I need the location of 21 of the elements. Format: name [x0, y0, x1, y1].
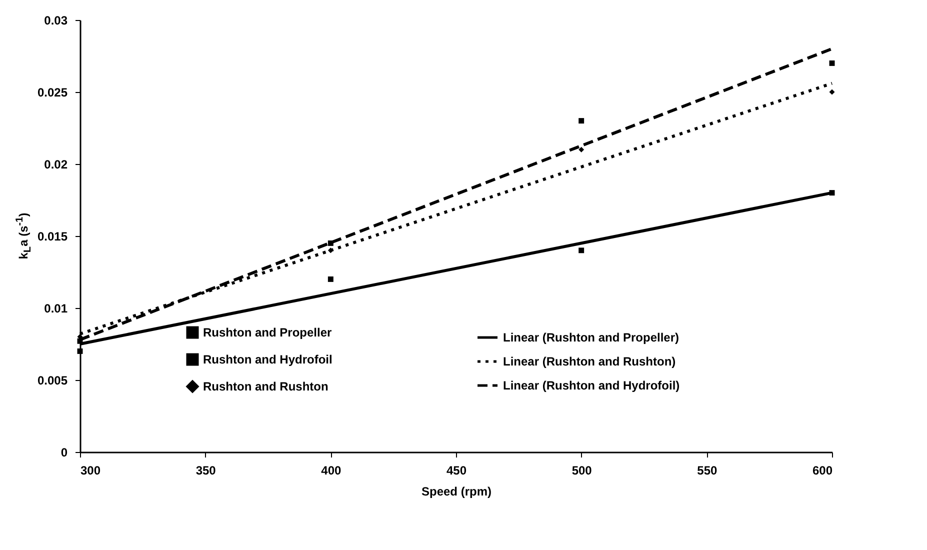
y-tick-label: 0.01 — [44, 302, 68, 316]
legend-label: Linear (Rushton and Hydrofoil) — [503, 378, 680, 392]
x-tick-label: 600 — [812, 464, 833, 478]
legend-label: Rushton and Rushton — [203, 380, 328, 394]
y-tick-label: 0.015 — [37, 230, 68, 244]
legend-label: Rushton and Propeller — [203, 326, 332, 340]
x-tick-label: 450 — [446, 464, 467, 478]
x-tick-label: 350 — [196, 464, 216, 478]
legend-label: Rushton and Hydrofoil — [203, 352, 332, 366]
x-tick-label: 300 — [80, 464, 101, 478]
y-tick-label: 0.03 — [44, 14, 68, 28]
y-tick-label: 0.025 — [37, 86, 68, 100]
y-tick-label: 0.005 — [37, 374, 68, 388]
x-tick-label: 400 — [321, 464, 342, 478]
x-tick-label: 500 — [572, 464, 592, 478]
y-tick-label: 0.02 — [44, 158, 68, 172]
x-axis-title: Speed (rpm) — [421, 484, 492, 498]
legend-label: Linear (Rushton and Rushton) — [503, 354, 676, 368]
legend-label: Linear (Rushton and Propeller) — [503, 330, 680, 344]
y-tick-label: 0 — [60, 446, 68, 460]
x-tick-label: 550 — [697, 464, 718, 478]
